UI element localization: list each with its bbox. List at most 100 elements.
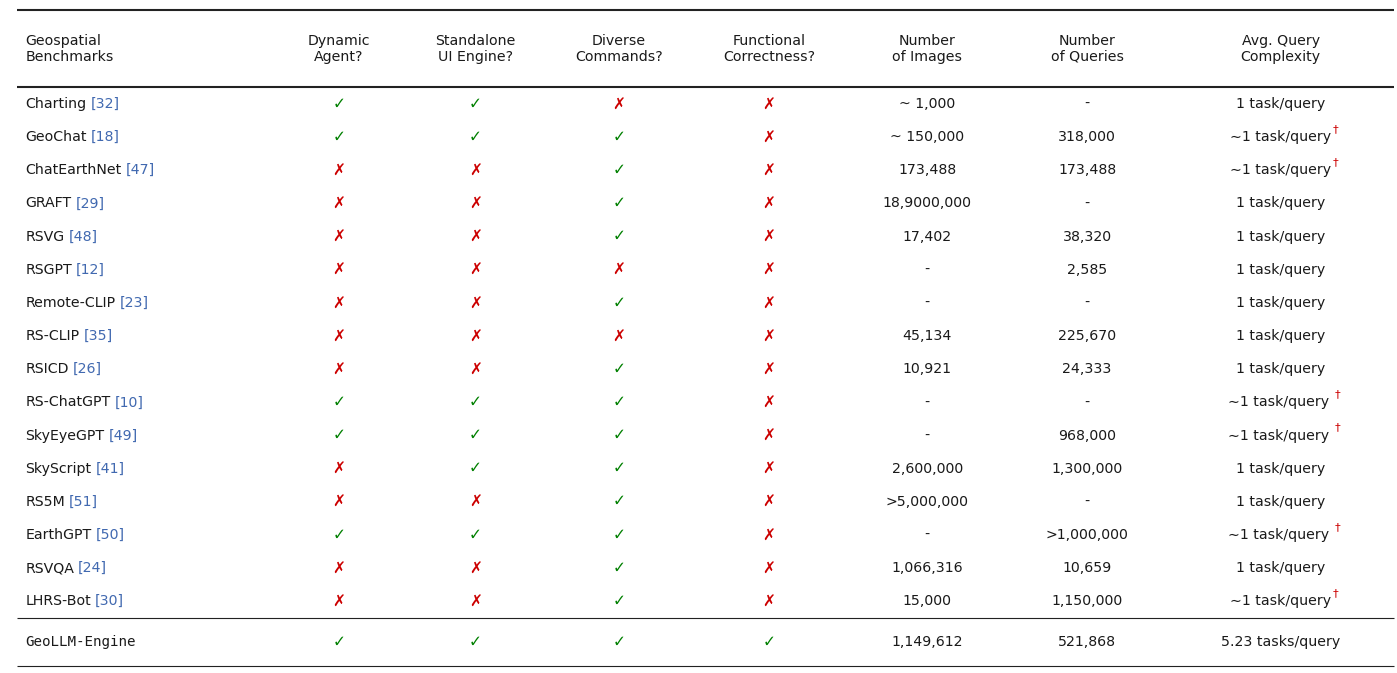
Text: Dynamic
Agent?: Dynamic Agent? [307, 34, 370, 64]
Text: ✗: ✗ [332, 196, 345, 211]
Text: ✗: ✗ [469, 328, 482, 344]
Text: 1 task/query: 1 task/query [1236, 296, 1326, 310]
Text: 1 task/query: 1 task/query [1236, 262, 1326, 277]
Text: >5,000,000: >5,000,000 [886, 495, 968, 509]
Text: 10,921: 10,921 [902, 362, 951, 376]
Text: [24]: [24] [78, 561, 108, 575]
Text: ✓: ✓ [612, 635, 626, 649]
Text: †: † [1334, 423, 1341, 433]
Text: -: - [925, 429, 930, 443]
Text: 968,000: 968,000 [1058, 429, 1116, 443]
Text: [18]: [18] [91, 130, 120, 144]
Text: ✗: ✗ [469, 361, 482, 377]
Text: 1 task/query: 1 task/query [1236, 495, 1326, 509]
Text: ✓: ✓ [612, 528, 626, 542]
Text: ChatEarthNet: ChatEarthNet [25, 164, 122, 178]
Text: ✓: ✓ [612, 594, 626, 609]
Text: ∼1 task/query: ∼1 task/query [1229, 594, 1331, 608]
Text: ✗: ✗ [332, 163, 345, 178]
Text: ✗: ✗ [763, 428, 775, 443]
Text: 24,333: 24,333 [1062, 362, 1112, 376]
Text: Geospatial
Benchmarks: Geospatial Benchmarks [25, 34, 113, 64]
Text: ✗: ✗ [469, 494, 482, 509]
Text: Standalone
UI Engine?: Standalone UI Engine? [436, 34, 515, 64]
Text: GeoLLM-Engine: GeoLLM-Engine [25, 635, 136, 649]
Text: ✗: ✗ [763, 295, 775, 310]
Text: 225,670: 225,670 [1058, 329, 1116, 343]
Text: ✓: ✓ [612, 494, 626, 509]
Text: ✓: ✓ [612, 163, 626, 178]
Text: 15,000: 15,000 [902, 594, 951, 608]
Text: ∼1 task/query: ∼1 task/query [1229, 164, 1331, 178]
Text: [10]: [10] [115, 395, 144, 409]
Text: [29]: [29] [75, 197, 105, 211]
Text: EarthGPT: EarthGPT [25, 528, 91, 542]
Text: 1 task/query: 1 task/query [1236, 561, 1326, 575]
Text: ✓: ✓ [612, 428, 626, 443]
Text: -: - [925, 395, 930, 409]
Text: ✗: ✗ [469, 196, 482, 211]
Text: ✗: ✗ [332, 561, 345, 575]
Text: ✓: ✓ [612, 229, 626, 244]
Text: ✓: ✓ [612, 130, 626, 145]
Text: Charting: Charting [25, 97, 87, 111]
Text: [30]: [30] [95, 594, 124, 608]
Text: ✗: ✗ [763, 594, 775, 609]
Text: 173,488: 173,488 [1058, 164, 1116, 178]
Text: ✓: ✓ [469, 635, 482, 649]
Text: 1,066,316: 1,066,316 [891, 561, 963, 575]
Text: 17,402: 17,402 [902, 229, 951, 244]
Text: ∼1 task/query: ∼1 task/query [1228, 429, 1333, 443]
Text: 173,488: 173,488 [898, 164, 957, 178]
Text: ✗: ✗ [332, 461, 345, 476]
Text: RS-CLIP: RS-CLIP [25, 329, 80, 343]
Text: 1 task/query: 1 task/query [1236, 229, 1326, 244]
Text: ✓: ✓ [612, 461, 626, 476]
Text: Number
of Images: Number of Images [893, 34, 963, 64]
Text: ✗: ✗ [469, 229, 482, 244]
Text: ✗: ✗ [469, 561, 482, 575]
Text: ✗: ✗ [332, 361, 345, 377]
Text: -: - [1084, 97, 1090, 111]
Text: 1 task/query: 1 task/query [1236, 197, 1326, 211]
Text: RS5M: RS5M [25, 495, 64, 509]
Text: [48]: [48] [68, 229, 98, 244]
Text: SkyScript: SkyScript [25, 462, 91, 476]
Text: SkyEyeGPT: SkyEyeGPT [25, 429, 105, 443]
Text: ✗: ✗ [763, 461, 775, 476]
Text: RS-ChatGPT: RS-ChatGPT [25, 395, 110, 409]
Text: [26]: [26] [73, 362, 102, 376]
Text: ✗: ✗ [612, 262, 626, 277]
Text: [47]: [47] [126, 164, 155, 178]
Text: ✓: ✓ [469, 528, 482, 542]
Text: ✗: ✗ [469, 295, 482, 310]
Text: ✓: ✓ [469, 395, 482, 410]
Text: †: † [1333, 588, 1338, 598]
Text: 2,585: 2,585 [1067, 262, 1108, 277]
Text: ✗: ✗ [332, 295, 345, 310]
Text: 1,300,000: 1,300,000 [1052, 462, 1123, 476]
Text: >1,000,000: >1,000,000 [1045, 528, 1129, 542]
Text: -: - [1084, 395, 1090, 409]
Text: [51]: [51] [68, 495, 98, 509]
Text: RSVQA: RSVQA [25, 561, 74, 575]
Text: Remote-CLIP: Remote-CLIP [25, 296, 116, 310]
Text: ✓: ✓ [763, 635, 775, 649]
Text: ~ 1,000: ~ 1,000 [900, 97, 956, 111]
Text: [35]: [35] [84, 329, 113, 343]
Text: ✗: ✗ [763, 96, 775, 112]
Text: ✗: ✗ [763, 229, 775, 244]
Text: [50]: [50] [95, 528, 124, 542]
Text: RSICD: RSICD [25, 362, 68, 376]
Text: 1 task/query: 1 task/query [1236, 329, 1326, 343]
Text: [32]: [32] [91, 97, 120, 111]
Text: ✓: ✓ [332, 528, 345, 542]
Text: ✗: ✗ [469, 262, 482, 277]
Text: ✓: ✓ [469, 461, 482, 476]
Text: †: † [1334, 389, 1341, 399]
Text: ✗: ✗ [763, 561, 775, 575]
Text: 5.23 tasks/query: 5.23 tasks/query [1221, 635, 1340, 649]
Text: ✗: ✗ [332, 494, 345, 509]
Text: -: - [1084, 296, 1090, 310]
Text: 1 task/query: 1 task/query [1236, 97, 1326, 111]
